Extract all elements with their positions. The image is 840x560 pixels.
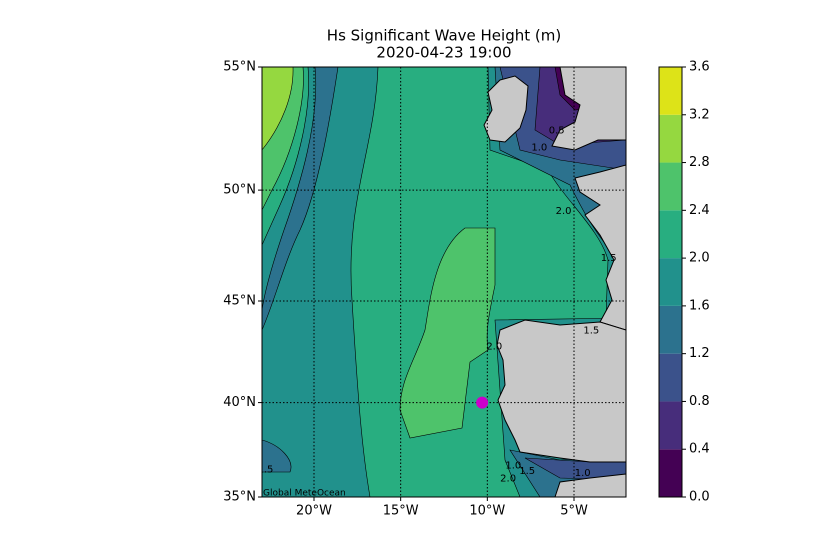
colorbar-tick-label: 0.4 <box>689 442 710 457</box>
land <box>574 164 626 331</box>
contour-label: 1.5 <box>258 464 274 475</box>
chart-title: Hs Significant Wave Height (m) <box>327 27 561 45</box>
land <box>554 473 626 497</box>
chart-subtitle: 2020-04-23 19:00 <box>376 44 511 62</box>
colorbar-tick-label: 0.8 <box>689 394 710 409</box>
x-tick-label: 5°W <box>560 504 588 519</box>
colorbar-band <box>659 401 682 450</box>
colorbar-band <box>659 449 682 497</box>
colorbar-tick-label: 2.4 <box>689 203 710 218</box>
land <box>551 67 626 151</box>
contour-label: 2.0 <box>556 206 572 217</box>
x-tick-label: 20°W <box>296 504 332 519</box>
land <box>483 75 529 143</box>
contour-label: 1.5 <box>583 325 599 336</box>
y-tick-label: 35°N <box>223 490 256 505</box>
colorbar-band <box>659 305 682 354</box>
colorbar-tick-label: 3.6 <box>689 60 710 75</box>
contour-label: 1.5 <box>601 253 617 264</box>
colorbar: 0.0 0.4 0.8 1.2 1.6 2.0 2.4 2.8 3.2 3.6 <box>658 60 710 505</box>
contour-label: 1.0 <box>531 142 547 153</box>
contour-region <box>399 227 496 439</box>
x-tick-label: 15°W <box>383 504 419 519</box>
contour-region <box>262 67 294 151</box>
contour-region <box>262 439 292 473</box>
y-tick-label: 55°N <box>223 60 256 75</box>
colorbar-tick-label: 1.6 <box>689 298 710 313</box>
colorbar-tick-label: 3.2 <box>689 107 710 122</box>
colorbar-band <box>659 67 682 115</box>
land <box>496 319 626 463</box>
colorbar-tick-label: 0.0 <box>689 490 710 505</box>
map: 0.51.02.01.51.52.01.01.52.01.01.5Global … <box>258 67 626 499</box>
colorbar-tick-label: 1.2 <box>689 346 710 361</box>
colorbar-band <box>659 353 682 402</box>
colorbar-band <box>659 210 682 259</box>
location-marker <box>476 396 489 409</box>
contour-region <box>524 457 626 481</box>
contour-label: 2.0 <box>486 342 502 353</box>
contour-label: 2.0 <box>500 474 516 485</box>
contour-label: 0.5 <box>549 125 565 136</box>
colorbar-tick-label: 2.0 <box>689 251 710 266</box>
colorbar-band <box>659 258 682 306</box>
credit: Global MeteOcean <box>263 489 346 499</box>
map-frame <box>261 66 627 498</box>
colorbar-tick-label: 2.8 <box>689 155 710 170</box>
x-tick-label: 10°W <box>469 504 505 519</box>
colorbar-band <box>659 114 682 163</box>
colorbar-band <box>659 162 682 211</box>
y-tick-label: 45°N <box>223 294 256 309</box>
contour-label: 1.0 <box>505 461 521 472</box>
contour-label: 1.5 <box>519 466 535 477</box>
y-tick-label: 50°N <box>223 183 256 198</box>
contour-label: 1.0 <box>575 468 591 479</box>
y-tick-label: 40°N <box>223 395 256 410</box>
colorbar-frame <box>658 66 683 498</box>
